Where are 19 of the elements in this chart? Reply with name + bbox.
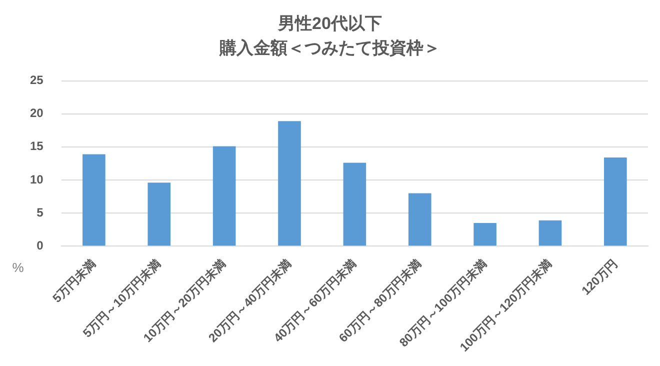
bar [604, 158, 627, 246]
y-tick-label: 5 [36, 205, 44, 220]
bar [212, 146, 236, 246]
y-tick-label: 25 [30, 73, 44, 88]
x-tick-label: 5万円未満 [50, 256, 98, 306]
y-axis-title: % [12, 260, 24, 276]
bar [148, 182, 171, 246]
chart-subtitle: 購入金額＜つみたて投資枠＞ [218, 38, 440, 58]
y-tick-label: 15 [30, 139, 44, 154]
bar [538, 220, 562, 246]
bar [278, 121, 301, 246]
chart-title: 男性20代以下 [277, 14, 382, 33]
bar [82, 154, 106, 246]
bar [474, 222, 496, 246]
y-tick-label: 20 [30, 106, 44, 120]
y-tick-label: 10 [30, 172, 44, 186]
y-tick-label: 0 [36, 238, 44, 252]
bar [408, 193, 432, 246]
bar [343, 162, 366, 246]
